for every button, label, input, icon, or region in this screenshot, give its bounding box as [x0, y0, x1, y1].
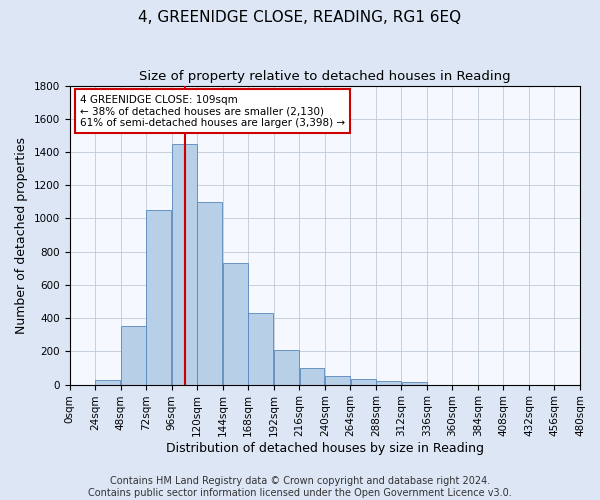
Bar	[197, 202, 223, 384]
Bar	[274, 350, 299, 384]
Text: Contains HM Land Registry data © Crown copyright and database right 2024.
Contai: Contains HM Land Registry data © Crown c…	[88, 476, 512, 498]
Bar	[172, 144, 197, 384]
Bar	[121, 326, 146, 384]
Bar	[248, 313, 274, 384]
Title: Size of property relative to detached houses in Reading: Size of property relative to detached ho…	[139, 70, 511, 83]
Y-axis label: Number of detached properties: Number of detached properties	[15, 136, 28, 334]
Bar	[350, 379, 376, 384]
Bar	[223, 264, 248, 384]
X-axis label: Distribution of detached houses by size in Reading: Distribution of detached houses by size …	[166, 442, 484, 455]
Bar	[325, 376, 350, 384]
Bar	[146, 210, 172, 384]
Bar	[401, 382, 427, 384]
Bar	[95, 380, 121, 384]
Bar	[299, 368, 325, 384]
Text: 4 GREENIDGE CLOSE: 109sqm
← 38% of detached houses are smaller (2,130)
61% of se: 4 GREENIDGE CLOSE: 109sqm ← 38% of detac…	[80, 94, 345, 128]
Text: 4, GREENIDGE CLOSE, READING, RG1 6EQ: 4, GREENIDGE CLOSE, READING, RG1 6EQ	[139, 10, 461, 25]
Bar	[376, 382, 401, 384]
